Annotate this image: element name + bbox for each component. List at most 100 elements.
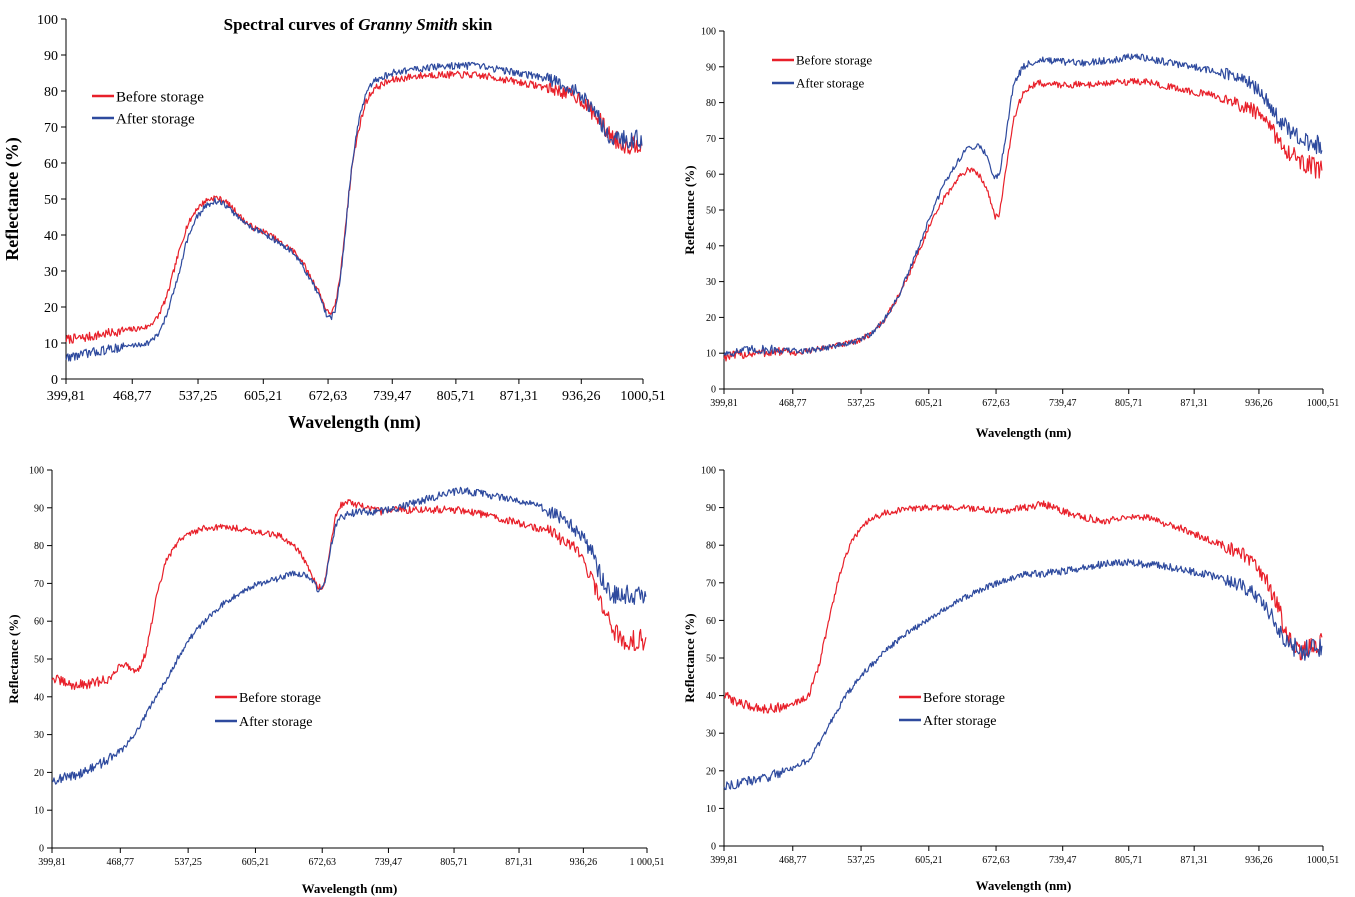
y-tick-label: 20 (706, 766, 716, 777)
legend-label-after: After storage (796, 76, 864, 91)
x-tick-label: 805,71 (1115, 398, 1143, 409)
x-tick-label: 399,81 (710, 855, 738, 866)
x-tick-label: 605,21 (915, 855, 943, 866)
chart-title-italic: Granny Smith (358, 15, 458, 34)
x-tick-label: 805,71 (1115, 855, 1143, 866)
y-tick-label: 40 (706, 691, 716, 702)
x-tick-label: 1000,51 (1307, 855, 1340, 866)
x-tick-label: 468,77 (107, 857, 135, 868)
y-tick-label: 10 (34, 806, 44, 817)
y-tick-label: 10 (706, 349, 716, 360)
y-tick-label: 0 (39, 844, 44, 855)
y-tick-label: 40 (44, 229, 58, 244)
y-tick-label: 100 (29, 466, 44, 477)
y-tick-label: 20 (34, 768, 44, 779)
chart-bottom-left: 0 10 20 30 40 50 60 70 80 90 100 399,81 468,77 537,25… (6, 466, 665, 897)
x-tick-label: 399,81 (47, 389, 86, 404)
y-tick-label: 60 (706, 616, 716, 627)
chart-top-left: 0 10 20 30 40 50 60 70 80 90 100 399,81 468,77 537,25… (2, 13, 666, 433)
x-tick-label: 672,63 (308, 857, 336, 868)
x-axis-title: Wavelength (nm) (302, 881, 398, 896)
y-tick-label: 0 (711, 842, 716, 853)
x-tick-label: 936,26 (1245, 398, 1273, 409)
y-tick-label: 90 (706, 503, 716, 514)
legend-label-after: After storage (116, 111, 195, 127)
x-tick-label: 537,25 (847, 855, 875, 866)
legend-label-before: Before storage (923, 691, 1005, 706)
x-tick-label: 672,63 (982, 855, 1010, 866)
y-tick-label: 70 (706, 578, 716, 589)
y-tick-label: 80 (706, 98, 716, 109)
x-axis-title: Wavelength (nm) (288, 412, 421, 433)
x-tick-label: 1 000,51 (630, 857, 665, 868)
y-tick-label: 60 (706, 170, 716, 181)
y-tick-label: 90 (706, 62, 716, 73)
x-tick-label: 1000,51 (620, 389, 666, 404)
y-tick-label: 100 (701, 466, 716, 477)
y-tick-label: 60 (44, 157, 58, 172)
y-tick-label: 70 (34, 579, 44, 590)
y-tick-label: 90 (44, 49, 58, 64)
y-tick-label: 10 (44, 337, 58, 352)
y-tick-label: 20 (44, 301, 58, 316)
x-tick-label: 936,26 (1245, 855, 1273, 866)
chart-bottom-right: 0 10 20 30 40 50 60 70 80 90 100 399,81 468,77 537,25… (682, 466, 1339, 894)
y-tick-label: 80 (44, 85, 58, 100)
x-tick-label: 605,21 (244, 389, 283, 404)
y-axis-title: Reflectance (%) (682, 165, 697, 254)
y-tick-label: 50 (44, 193, 58, 208)
series-line-before (51, 499, 647, 691)
x-tick-label: 605,21 (915, 398, 943, 409)
y-tick-label: 50 (706, 206, 716, 217)
y-tick-label: 40 (34, 692, 44, 703)
x-tick-label: 871,31 (1180, 398, 1208, 409)
series-line-before (723, 77, 1323, 362)
y-tick-label: 100 (701, 27, 716, 38)
legend-label-before: Before storage (116, 89, 204, 105)
y-tick-label: 10 (706, 804, 716, 815)
x-tick-label: 871,31 (1180, 855, 1208, 866)
series-line-after (52, 486, 647, 785)
chart-title: Spectral curves of Granny Smith skin (224, 15, 493, 34)
series-line-after (723, 558, 1323, 791)
x-tick-label: 468,77 (779, 398, 807, 409)
x-tick-label: 936,26 (570, 857, 598, 868)
legend-label-after: After storage (239, 715, 312, 730)
y-tick-label: 70 (44, 121, 58, 136)
y-tick-label: 60 (34, 617, 44, 628)
series-line-after (723, 53, 1323, 357)
x-tick-label: 672,63 (982, 398, 1010, 409)
x-tick-label: 468,77 (779, 855, 807, 866)
y-axis-title: Reflectance (%) (6, 614, 21, 703)
x-tick-label: 399,81 (710, 398, 738, 409)
y-axis-title: Reflectance (%) (2, 137, 23, 260)
y-tick-label: 90 (34, 503, 44, 514)
y-tick-label: 50 (34, 655, 44, 666)
legend-label-before: Before storage (239, 691, 321, 706)
x-tick-label: 871,31 (505, 857, 533, 868)
chart-title-prefix: Spectral curves of (224, 15, 359, 34)
y-tick-label: 40 (706, 241, 716, 252)
y-axis-title: Reflectance (%) (682, 613, 697, 702)
y-tick-label: 0 (711, 385, 716, 396)
x-tick-label: 399,81 (38, 857, 66, 868)
y-tick-label: 50 (706, 654, 716, 665)
y-tick-label: 80 (34, 541, 44, 552)
x-tick-label: 537,25 (179, 389, 218, 404)
x-tick-label: 537,25 (847, 398, 875, 409)
y-tick-label: 100 (37, 13, 58, 28)
x-tick-label: 739,47 (375, 857, 403, 868)
x-tick-label: 805,71 (437, 389, 476, 404)
x-tick-label: 936,26 (562, 389, 601, 404)
y-tick-label: 70 (706, 134, 716, 145)
y-tick-label: 20 (706, 313, 716, 324)
y-tick-label: 30 (706, 277, 716, 288)
x-tick-label: 739,47 (1049, 855, 1077, 866)
y-tick-label: 30 (44, 265, 58, 280)
y-tick-label: 30 (706, 729, 716, 740)
chart-top-right: 0 10 20 30 40 50 60 70 80 90 100 399,81 468,77 537,25… (682, 27, 1339, 441)
x-tick-label: 605,21 (242, 857, 270, 868)
x-axis-title: Wavelength (nm) (976, 425, 1072, 440)
x-tick-label: 805,71 (440, 857, 468, 868)
